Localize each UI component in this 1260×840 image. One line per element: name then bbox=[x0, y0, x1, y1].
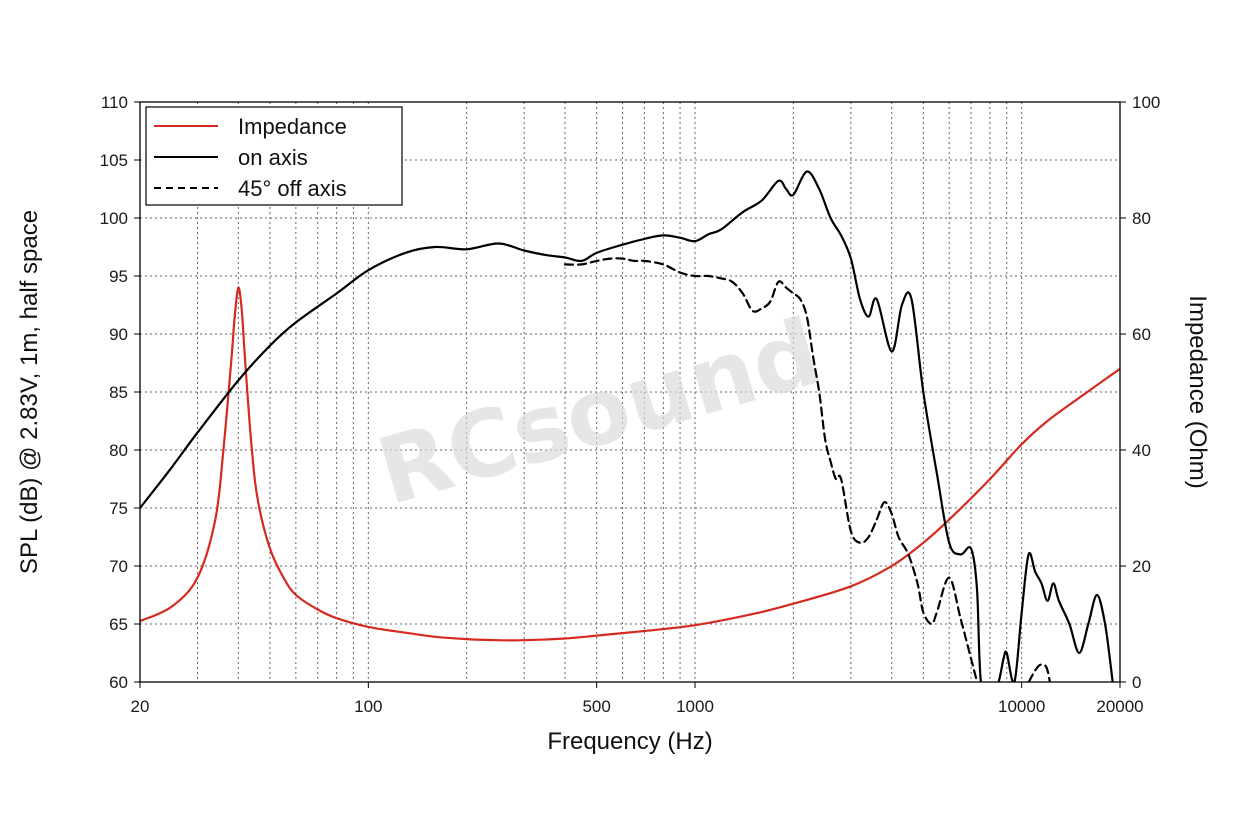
legend: Impedance on axis 45° off axis bbox=[145, 106, 403, 206]
x-tick-label: 1000 bbox=[676, 697, 714, 716]
series-layer bbox=[140, 170, 1120, 682]
y-tick-label: 65 bbox=[109, 615, 128, 634]
y-tick-label: 90 bbox=[109, 325, 128, 344]
x-tick-label: 10000 bbox=[998, 697, 1045, 716]
y2-tick-label: 60 bbox=[1132, 325, 1151, 344]
y-tick-label: 75 bbox=[109, 499, 128, 518]
series-line-on-axis bbox=[140, 170, 1114, 682]
legend-label-off-axis: 45° off axis bbox=[238, 176, 347, 201]
y-tick-label: 80 bbox=[109, 441, 128, 460]
y-tick-label: 110 bbox=[101, 93, 128, 112]
y-tick-label: 85 bbox=[109, 383, 128, 402]
series-line-45-off-axis bbox=[563, 257, 1051, 682]
y2-axis-title: Impedance (Ohm) bbox=[1184, 295, 1211, 488]
y2-tick-label: 40 bbox=[1132, 441, 1151, 460]
y-tick-label: 60 bbox=[109, 673, 128, 692]
x-axis-title: Frequency (Hz) bbox=[547, 728, 712, 755]
series-line-impedance bbox=[140, 286, 1120, 642]
legend-label-on-axis: on axis bbox=[238, 145, 308, 170]
y2-tick-label: 20 bbox=[1132, 557, 1151, 576]
y2-tick-label: 100 bbox=[1132, 93, 1160, 112]
y-axis-title: SPL (dB) @ 2.83V, 1m, half space bbox=[16, 210, 43, 574]
y-tick-label: 70 bbox=[109, 557, 128, 576]
y-tick-label: 105 bbox=[100, 151, 128, 170]
ticks: 20 100 500 1000 10000 20000606570758085909510… bbox=[100, 93, 1161, 716]
x-tick-label: 500 bbox=[582, 697, 610, 716]
y2-tick-label: 80 bbox=[1132, 209, 1151, 228]
x-tick-label: 20 bbox=[131, 697, 150, 716]
y-tick-label: 95 bbox=[109, 267, 128, 286]
x-tick-label: 100 bbox=[354, 697, 382, 716]
x-tick-label: 20000 bbox=[1096, 697, 1143, 716]
y2-tick-label: 0 bbox=[1132, 673, 1141, 692]
y-tick-label: 100 bbox=[100, 209, 128, 228]
legend-label-impedance: Impedance bbox=[238, 114, 347, 139]
